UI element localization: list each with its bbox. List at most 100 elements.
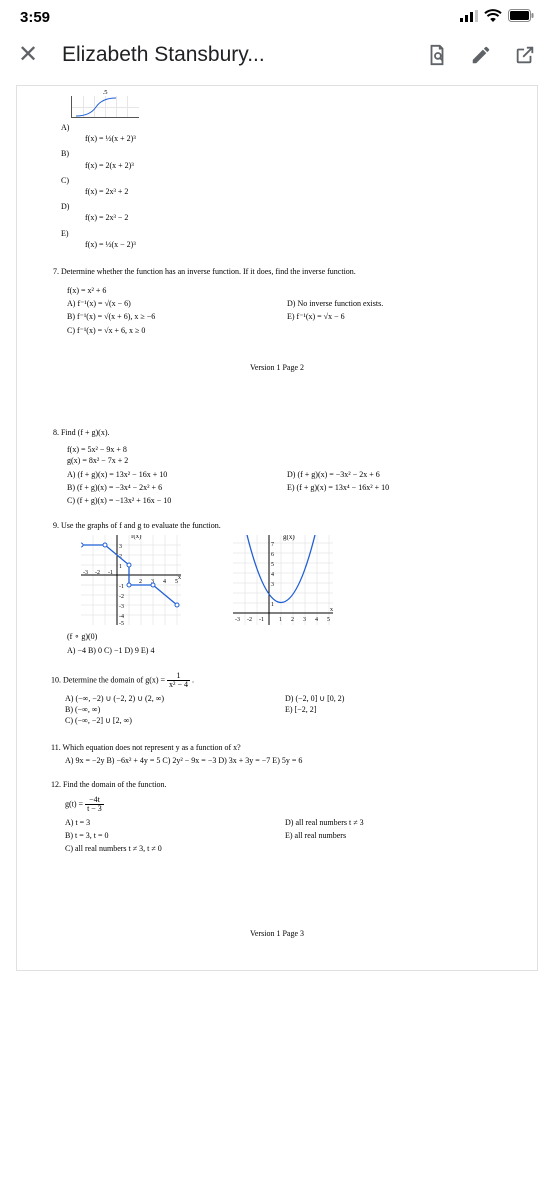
q10-C: C) (−∞, −2] ∪ [2, ∞) <box>65 715 285 726</box>
edit-icon[interactable] <box>470 44 492 66</box>
q12-C: C) all real numbers t ≠ 3, t ≠ 0 <box>65 843 285 854</box>
q7: 7. Determine whether the function has an… <box>53 266 513 336</box>
q12-A: A) t = 3 <box>65 817 285 828</box>
status-bar: 3:59 <box>0 0 554 34</box>
q7-A: A) f⁻¹(x) = √(x − 6) <box>67 298 287 309</box>
svg-text:-4: -4 <box>119 614 124 620</box>
q6-B: f(x) = 2(x + 2)³ <box>85 160 513 171</box>
wifi-icon <box>484 9 502 26</box>
q12-B: B) t = 3, t = 0 <box>65 830 285 841</box>
q6-D: f(x) = 2x³ − 2 <box>85 212 513 223</box>
q7-C: C) f⁻¹(x) = √x + 6, x ≥ 0 <box>67 325 287 336</box>
q6-C: f(x) = 2x³ + 2 <box>85 186 513 197</box>
q10-prompt-b: . <box>192 675 194 684</box>
q12-stem: g(t) = −4t t − 3 <box>65 796 513 813</box>
q6-D-label: D) <box>61 201 513 212</box>
status-right <box>460 9 534 26</box>
svg-text:x: x <box>178 575 181 581</box>
q10-prompt-a: 10. Determine the domain of g(x) = <box>51 675 167 684</box>
q10-E: E) [−2, 2] <box>285 704 513 715</box>
close-icon[interactable]: ✕ <box>18 40 44 69</box>
svg-text:-2: -2 <box>247 617 252 623</box>
svg-text:2: 2 <box>139 579 142 585</box>
svg-text:4: 4 <box>163 579 166 585</box>
q11-choices: A) 9x = −2y B) −6x² + 4y = 5 C) 2y² − 9x… <box>65 755 513 766</box>
svg-text:-1: -1 <box>119 584 124 590</box>
q9-g-label: g(x) <box>283 535 295 541</box>
svg-text:1: 1 <box>119 564 122 570</box>
status-time: 3:59 <box>20 9 50 26</box>
q12-prompt: 12. Find the domain of the function. <box>51 779 513 790</box>
q8-prompt: 8. Find (f + g)(x). <box>53 427 513 438</box>
q6-A: f(x) = ½(x + 2)³ <box>85 133 513 144</box>
q9-f-label: f(x) <box>131 535 142 540</box>
q8-C: C) (f + g)(x) = −13x² + 16x − 10 <box>67 495 287 506</box>
svg-text:3: 3 <box>303 617 306 623</box>
svg-text:6: 6 <box>271 552 274 558</box>
q6-B-label: B) <box>61 148 513 159</box>
header-actions <box>426 44 536 66</box>
q6-A-label: A) <box>61 122 513 133</box>
svg-text:-3: -3 <box>119 604 124 610</box>
q6-mini-graph: .5 <box>71 96 139 118</box>
q8-E: E) (f + g)(x) = 13x⁴ − 16x² + 10 <box>287 482 513 493</box>
q6-E-label: E) <box>61 228 513 239</box>
q7-prompt: 7. Determine whether the function has an… <box>53 266 513 277</box>
q9-prompt: 9. Use the graphs of f and g to evaluate… <box>53 520 513 531</box>
open-external-icon[interactable] <box>514 44 536 66</box>
q9-choices: A) −4 B) 0 C) −1 D) 9 E) 4 <box>67 645 513 656</box>
q7-B: B) f⁻¹(x) = √(x + 6), x ≥ −6 <box>67 311 287 322</box>
svg-text:3: 3 <box>119 544 122 550</box>
q12: 12. Find the domain of the function. g(t… <box>51 779 513 855</box>
q7-stem: f(x) = x² + 6 <box>67 285 513 296</box>
svg-text:-2: -2 <box>119 594 124 600</box>
svg-text:1: 1 <box>271 602 274 608</box>
q9-graph-f: f(x) -1-2-3 2345 21 3 -1-2-3-4-5 x <box>81 535 181 625</box>
svg-text:2: 2 <box>291 617 294 623</box>
svg-text:3: 3 <box>271 582 274 588</box>
q10-D: D) (−2, 0] ∪ [0, 2) <box>285 693 513 704</box>
q8-g: g(x) = 8x² − 7x + 2 <box>67 455 513 466</box>
svg-text:x: x <box>330 607 333 613</box>
q12-stem-a: g(t) = <box>65 799 85 808</box>
q10-A: A) (−∞, −2) ∪ (−2, 2) ∪ (2, ∞) <box>65 693 285 704</box>
svg-text:4: 4 <box>271 572 274 578</box>
q11: 11. Which equation does not represent y … <box>51 742 513 766</box>
q9: 9. Use the graphs of f and g to evaluate… <box>53 520 513 656</box>
svg-text:4: 4 <box>315 617 318 623</box>
page-footer-2: Version 1 Page 3 <box>41 928 513 939</box>
page-title: Elizabeth Stansbury... <box>62 43 408 67</box>
svg-text:-1: -1 <box>108 570 113 576</box>
svg-text:7: 7 <box>271 542 274 548</box>
svg-text:-2: -2 <box>95 570 100 576</box>
battery-icon <box>508 9 534 26</box>
q9-graph-g: g(x) 765431 -1-2-3 12345 x <box>233 535 333 625</box>
q10: 10. Determine the domain of g(x) = 1 x² … <box>51 672 513 727</box>
document-page: .5 A) f(x) = ½(x + 2)³ B) f(x) = 2(x + 2… <box>16 85 538 971</box>
q8-f: f(x) = 5x² − 9x + 8 <box>67 444 513 455</box>
svg-text:-3: -3 <box>235 617 240 623</box>
q11-prompt: 11. Which equation does not represent y … <box>51 742 513 753</box>
q6-E: f(x) = ½(x − 2)³ <box>85 239 513 250</box>
svg-text:5: 5 <box>271 562 274 568</box>
svg-text:-1: -1 <box>259 617 264 623</box>
q10-frac-den: x² − 4 <box>167 681 190 689</box>
search-page-icon[interactable] <box>426 44 448 66</box>
q9-eval: (f ∘ g)(0) <box>67 631 513 642</box>
q8-D: D) (f + g)(x) = −3x² − 2x + 6 <box>287 469 513 480</box>
q8-A: A) (f + g)(x) = 13x² − 16x + 10 <box>67 469 287 480</box>
svg-text:-3: -3 <box>83 570 88 576</box>
q7-D: D) No inverse function exists. <box>287 298 513 309</box>
cubic-curve-icon <box>72 96 140 118</box>
q6-C-label: C) <box>61 175 513 186</box>
svg-text:1: 1 <box>279 617 282 623</box>
q10-prompt: 10. Determine the domain of g(x) = 1 x² … <box>51 672 513 689</box>
q8: 8. Find (f + g)(x). f(x) = 5x² − 9x + 8 … <box>53 427 513 506</box>
page-footer-1: Version 1 Page 2 <box>41 362 513 373</box>
q12-E: E) all real numbers <box>285 830 513 841</box>
q12-den: t − 3 <box>85 805 104 813</box>
app-header: ✕ Elizabeth Stansbury... <box>0 34 554 79</box>
q7-E: E) f⁻¹(x) = √x − 6 <box>287 311 513 322</box>
q8-B: B) (f + g)(x) = −3x⁴ − 2x² + 6 <box>67 482 287 493</box>
q6-choices: A) f(x) = ½(x + 2)³ B) f(x) = 2(x + 2)³ … <box>61 122 513 250</box>
